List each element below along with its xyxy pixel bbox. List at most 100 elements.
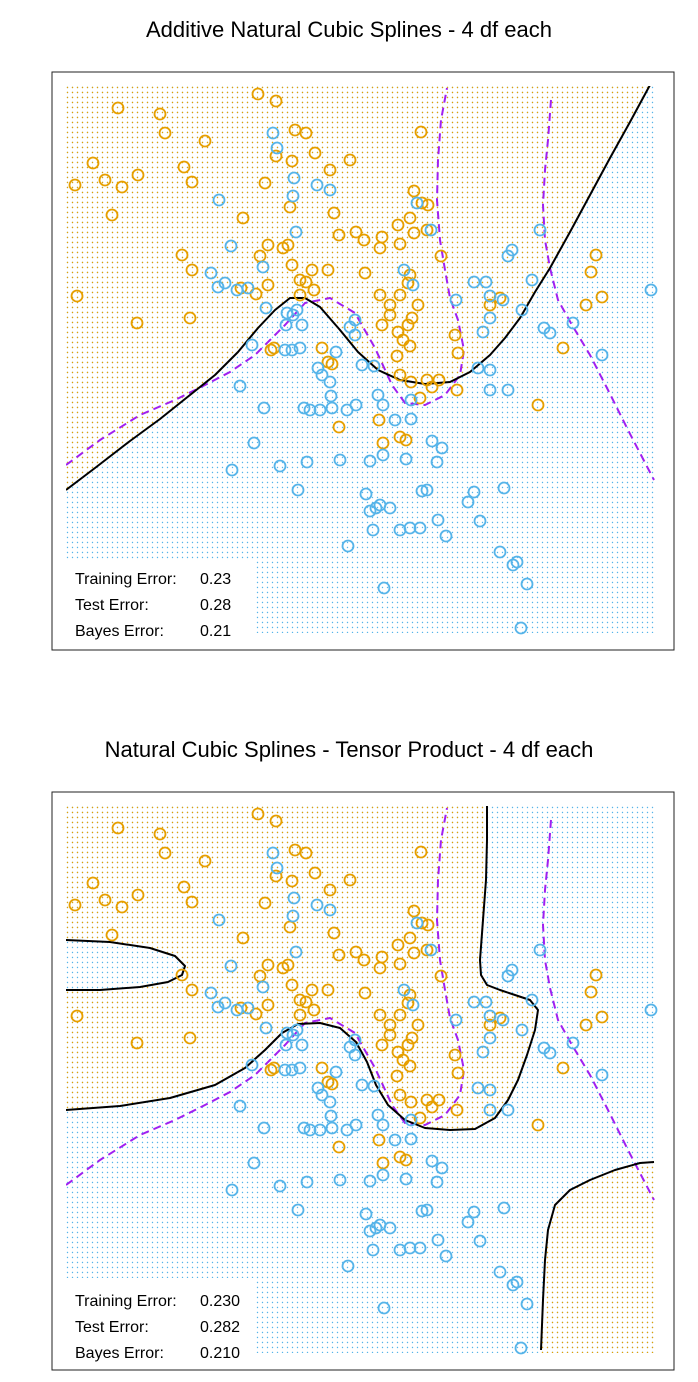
panel1-stats: Training Error: 0.23 Test Error: 0.28 Ba… (75, 571, 231, 640)
stat-value: 0.28 (200, 597, 231, 614)
blue-point (543, 326, 557, 340)
blue-point (310, 898, 324, 912)
orange-point (372, 1133, 386, 1147)
panel2-stats: Training Error: 0.230 Test Error: 0.282 … (75, 1293, 240, 1362)
blue-point (376, 1118, 390, 1132)
orange-point (432, 373, 446, 387)
orange-point (185, 895, 199, 909)
orange-point (373, 241, 387, 255)
orange-point (236, 931, 250, 945)
blue-point (218, 276, 232, 290)
orange-point (383, 1018, 397, 1032)
orange-point (391, 218, 405, 232)
blue-point (413, 521, 427, 535)
blue-point (449, 1013, 463, 1027)
orange-point (321, 263, 335, 277)
blue-point (393, 523, 407, 537)
blue-point (341, 539, 355, 553)
orange-point (307, 1003, 321, 1017)
blue-point (233, 1099, 247, 1113)
orange-point (293, 288, 307, 302)
orange-point (589, 968, 603, 982)
blue-point (300, 455, 314, 469)
orange-point (403, 1059, 417, 1073)
blue-point (286, 1028, 300, 1042)
blue-point (266, 846, 280, 860)
blue-point (476, 325, 490, 339)
blue-point (399, 1172, 413, 1186)
blue-point (211, 280, 225, 294)
blue-point (311, 1081, 325, 1095)
blue-point (514, 621, 528, 635)
orange-point (579, 298, 593, 312)
blue-point (363, 454, 377, 468)
orange-point (70, 289, 84, 303)
panel1-points-layer (68, 87, 658, 635)
orange-point (269, 94, 283, 108)
orange-point (390, 1069, 404, 1083)
blue-point (257, 1121, 271, 1135)
orange-point (285, 258, 299, 272)
orange-point (405, 1031, 419, 1045)
blue-point (293, 1061, 307, 1075)
orange-point (595, 290, 609, 304)
blue-point (366, 1243, 380, 1257)
blue-point (289, 225, 303, 239)
blue-point (505, 243, 519, 257)
blue-point (397, 263, 411, 277)
blue-point (471, 1081, 485, 1095)
blue-point (520, 577, 534, 591)
orange-point (411, 1018, 425, 1032)
orange-point (332, 948, 346, 962)
blue-point (323, 375, 337, 389)
blue-point (461, 1215, 475, 1229)
blue-point (420, 483, 434, 497)
orange-point (375, 1038, 389, 1052)
orange-point (131, 168, 145, 182)
blue-point (315, 368, 329, 382)
orange-point (373, 961, 387, 975)
blue-point (349, 398, 363, 412)
blue-point (515, 1023, 529, 1037)
blue-point (404, 412, 418, 426)
orange-point (393, 957, 407, 971)
panel2-bayes-layer (66, 807, 655, 1201)
orange-point (393, 368, 407, 382)
blue-point (430, 1175, 444, 1189)
orange-point (68, 898, 82, 912)
blue-point (376, 398, 390, 412)
orange-point (115, 900, 129, 914)
orange-point (413, 391, 427, 405)
blue-point (376, 1168, 390, 1182)
orange-point (483, 298, 497, 312)
blue-point (533, 943, 547, 957)
blue-point (245, 338, 259, 352)
orange-point (111, 821, 125, 835)
blue-point (406, 998, 420, 1012)
blue-point (323, 1095, 337, 1109)
blue-point (415, 484, 429, 498)
blue-point (430, 455, 444, 469)
blue-point (324, 1109, 338, 1123)
panel2-frame (51, 791, 675, 1371)
blue-point (483, 1083, 497, 1097)
blue-point (341, 1259, 355, 1273)
orange-point (264, 343, 278, 357)
stat-value: 0.230 (200, 1293, 240, 1310)
orange-point (153, 827, 167, 841)
orange-point (349, 945, 363, 959)
orange-point (584, 985, 598, 999)
blue-point (425, 1154, 439, 1168)
blue-point (515, 303, 529, 317)
orange-point (327, 926, 341, 940)
orange-point (420, 223, 434, 237)
orange-point (407, 226, 421, 240)
orange-point (434, 249, 448, 263)
blue-point (497, 481, 511, 495)
orange-point (98, 173, 112, 187)
blue-point (377, 1301, 391, 1315)
orange-point (332, 1140, 346, 1154)
blue-point (501, 1103, 515, 1117)
orange-point (130, 1036, 144, 1050)
